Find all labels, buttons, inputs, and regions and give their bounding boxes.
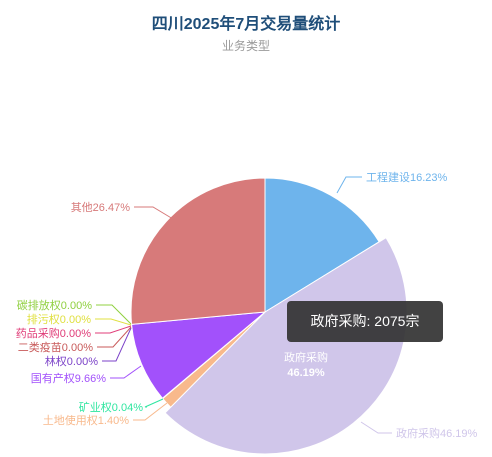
label-line-other — [134, 206, 174, 220]
label-line-engineering — [336, 176, 362, 194]
slice-label-land-use-rights: 土地使用权1.40% — [43, 414, 129, 427]
emphasis-label-name: 政府采购 — [284, 350, 328, 364]
label-line-mining-rights — [144, 398, 164, 408]
label-line-government-procurement — [360, 421, 392, 434]
label-line-carbon-emission-rights — [96, 304, 132, 325]
chart-subtitle: 业务类型 — [221, 39, 270, 53]
slice-label-forest-rights: 林权0.00% — [45, 354, 98, 368]
pie-slice-engineering[interactable] — [264, 177, 380, 313]
tooltip: 政府采购: 2075宗 — [287, 301, 443, 342]
label-line-state-property-rights — [110, 365, 142, 379]
pie-slice-government-procurement[interactable] — [164, 236, 408, 455]
label-line-emission-rights — [95, 318, 132, 326]
slice-label-mining-rights: 矿业权0.04% — [79, 401, 143, 414]
emphasis-label-percent: 46.19% — [287, 367, 325, 379]
slice-label-engineering: 工程建设16.23% — [366, 170, 448, 184]
slice-label-class-2-vaccines: 二类疫苗0.00% — [18, 340, 93, 354]
pie-slice-other[interactable] — [130, 177, 266, 325]
slice-label-state-property-rights: 国有产权9.66% — [31, 371, 106, 385]
slice-label-other: 其他26.47% — [71, 201, 131, 214]
pie-slice-state-property-rights[interactable] — [131, 311, 267, 399]
label-line-class-2-vaccines — [97, 326, 132, 348]
label-line-land-use-rights — [133, 402, 168, 421]
label-line-drug-procurement — [95, 325, 132, 334]
label-line-forest-rights — [102, 327, 132, 362]
slice-label-carbon-emission-rights: 碳排放权0.00% — [17, 298, 92, 312]
slice-label-drug-procurement: 药品采购0.00% — [16, 326, 91, 340]
slice-label-emission-rights: 排污权0.00% — [27, 312, 91, 326]
slice-label-government-procurement: 政府采购46.19% — [396, 426, 478, 440]
chart-title: 四川2025年7月交易量统计 — [151, 16, 341, 33]
